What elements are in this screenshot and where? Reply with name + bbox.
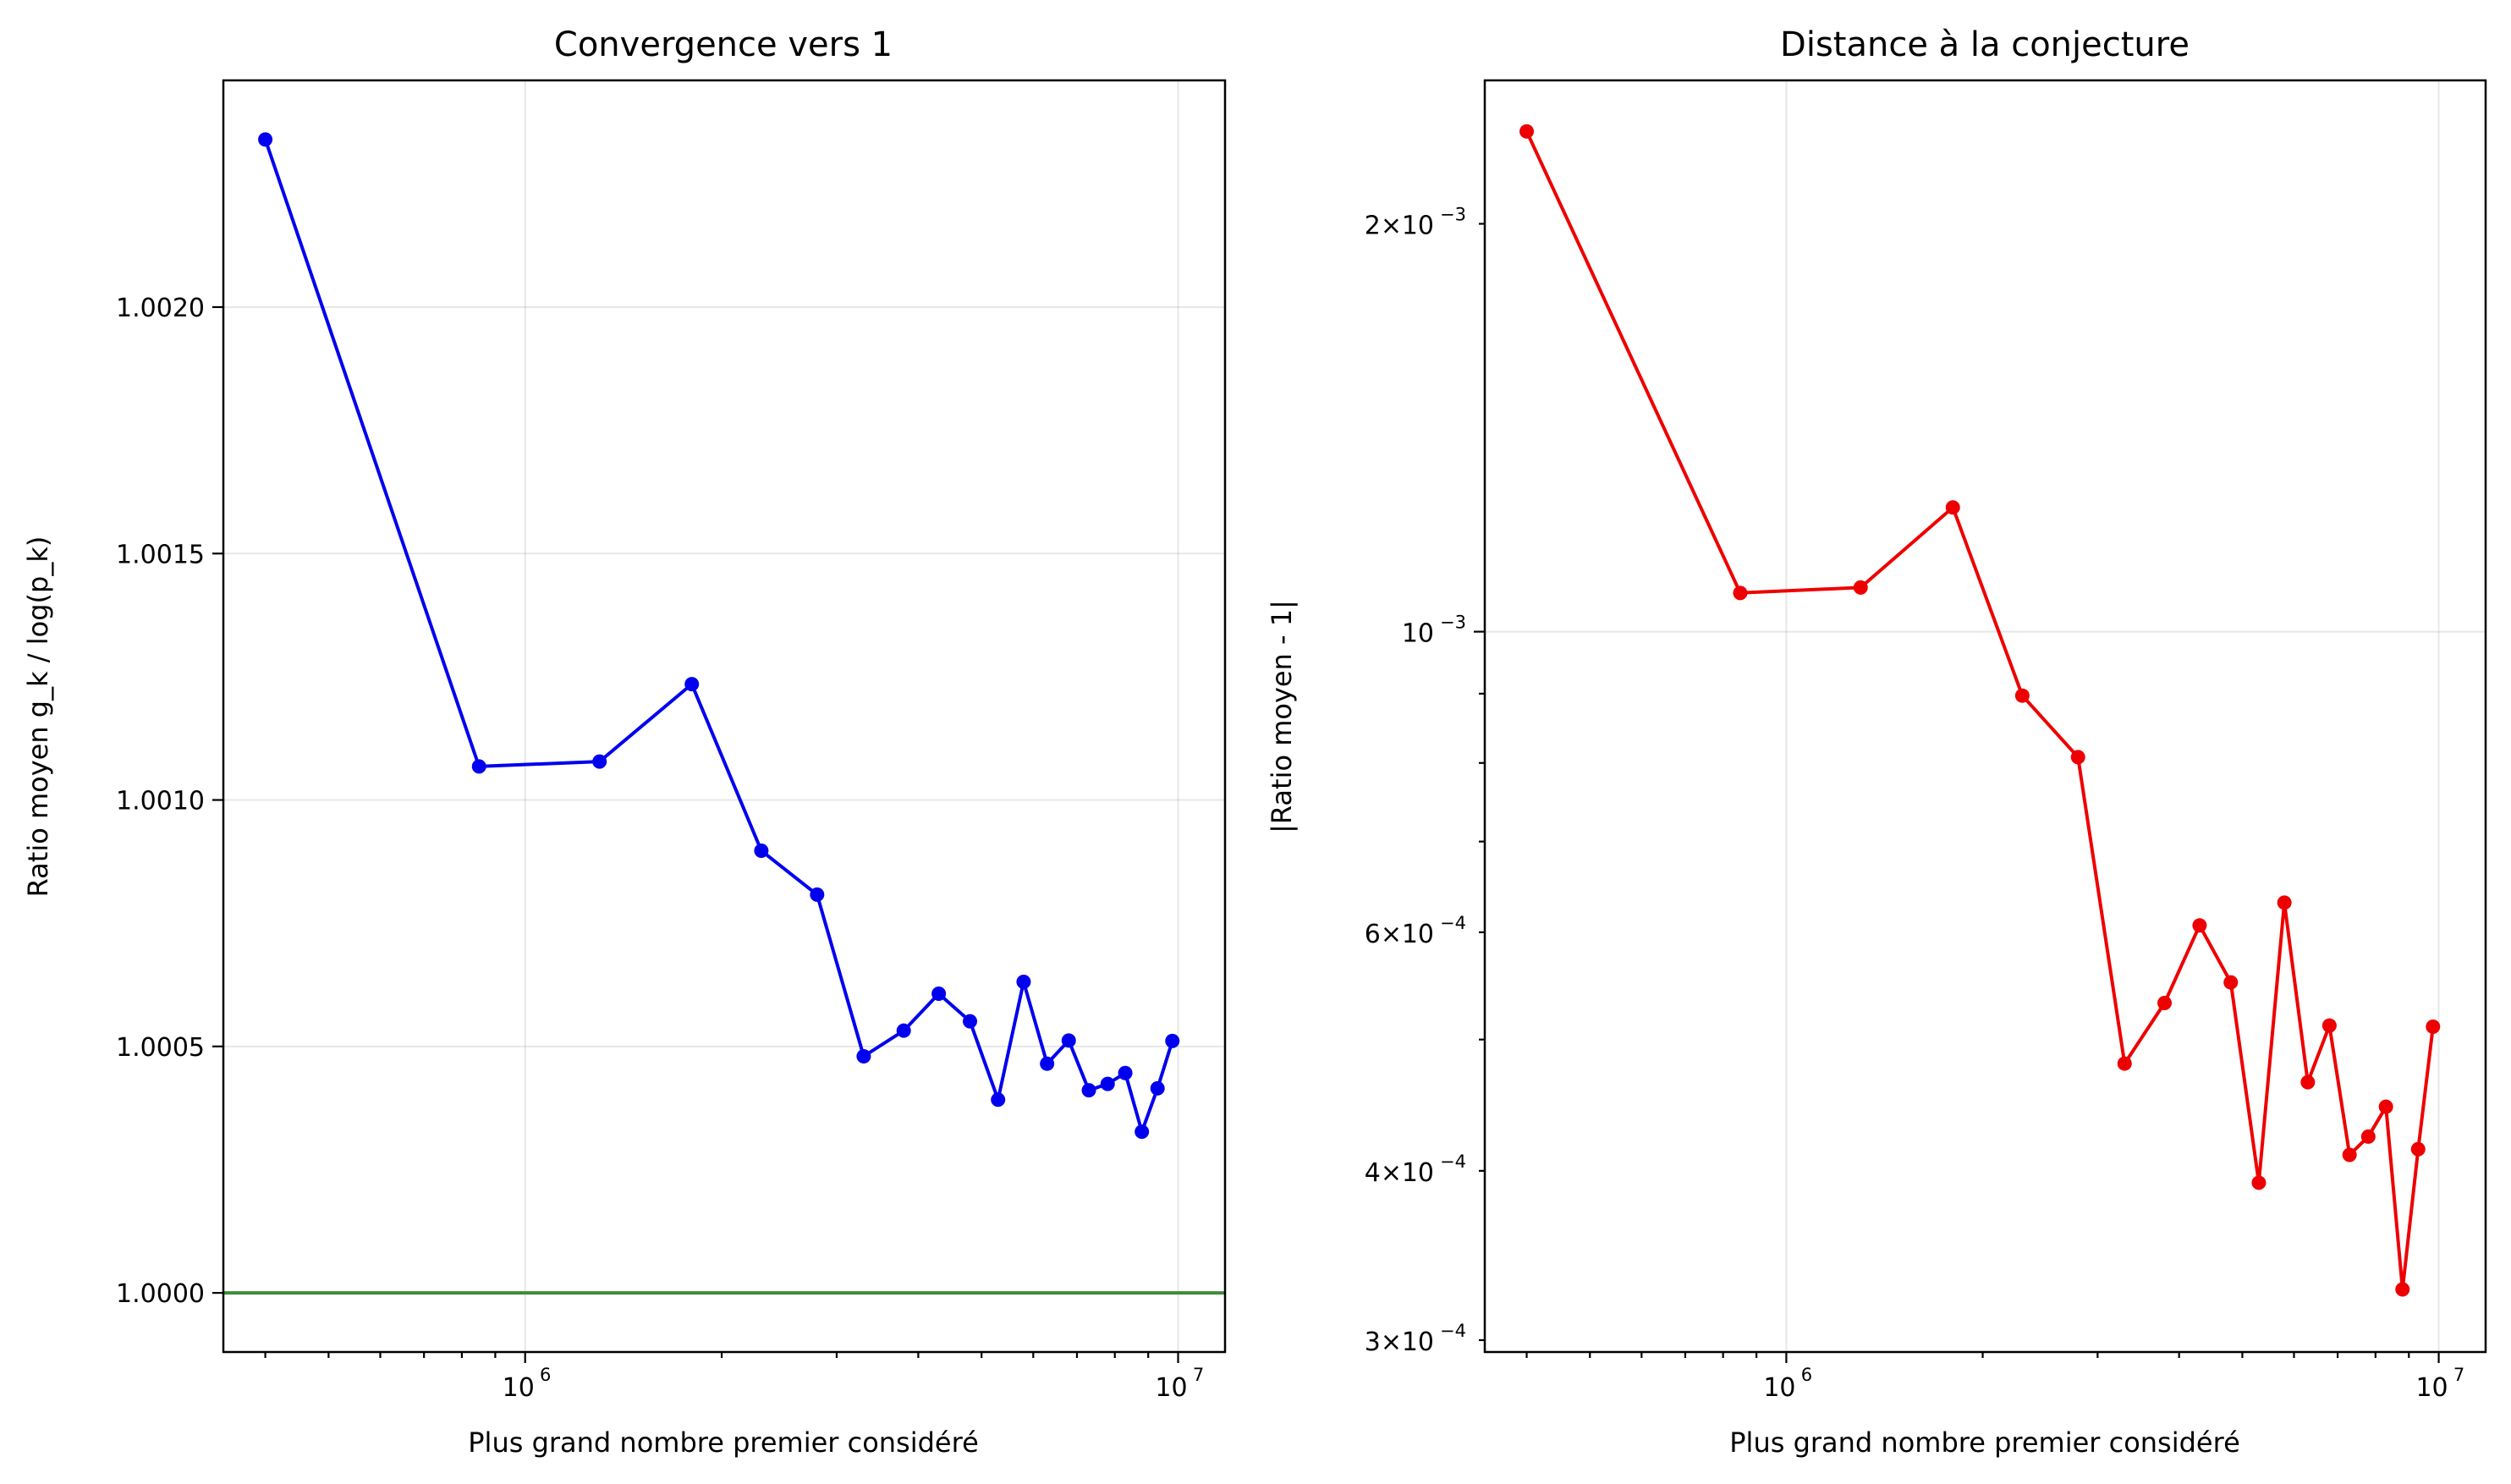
y-tick-label: 10 bbox=[1402, 619, 1434, 649]
data-point bbox=[2342, 1147, 2357, 1162]
data-point bbox=[1945, 500, 1960, 515]
data-point bbox=[1081, 1083, 1096, 1098]
data-point bbox=[931, 986, 947, 1001]
x-tick-label: 10 bbox=[2415, 1373, 2448, 1403]
data-point bbox=[1100, 1076, 1115, 1091]
y-tick-exponent: −4 bbox=[1440, 1321, 1466, 1341]
data-point bbox=[963, 1014, 978, 1029]
data-point bbox=[2426, 1020, 2441, 1035]
data-point bbox=[2321, 1018, 2337, 1033]
data-point bbox=[1165, 1033, 1180, 1048]
data-point bbox=[592, 754, 607, 769]
data-point bbox=[2300, 1075, 2316, 1090]
data-point bbox=[1135, 1124, 1150, 1140]
x-tick-exponent: 7 bbox=[2453, 1365, 2464, 1385]
x-tick-exponent: 7 bbox=[1193, 1365, 1204, 1385]
y-tick-label: 1.0010 bbox=[116, 787, 205, 816]
y-tick-mantissa: 6× bbox=[1365, 920, 1402, 949]
data-point bbox=[1150, 1080, 1165, 1096]
data-point bbox=[2378, 1099, 2393, 1114]
x-tick-exponent: 6 bbox=[1801, 1365, 1812, 1385]
data-point bbox=[2117, 1056, 2132, 1071]
data-point bbox=[1118, 1065, 1133, 1080]
data-point bbox=[2277, 895, 2292, 910]
data-point bbox=[1016, 974, 1031, 989]
data-point bbox=[2410, 1141, 2426, 1157]
x-tick-label: 10 bbox=[1763, 1373, 1795, 1403]
y-tick-label: 1.0000 bbox=[116, 1279, 205, 1309]
chart-title: Convergence vers 1 bbox=[554, 25, 893, 64]
data-point bbox=[2070, 750, 2085, 765]
data-point bbox=[1853, 580, 1868, 595]
data-point bbox=[2395, 1282, 2410, 1297]
y-axis-label: |Ratio moyen - 1| bbox=[1266, 600, 1298, 833]
data-point bbox=[1733, 585, 1748, 601]
y-tick-mantissa: 4× bbox=[1365, 1158, 1402, 1188]
data-point bbox=[471, 759, 486, 774]
y-tick-mantissa: 2× bbox=[1365, 212, 1402, 241]
y-tick-exponent: −3 bbox=[1440, 613, 1466, 633]
y-tick-label: 1.0020 bbox=[116, 294, 205, 323]
series-line bbox=[263, 139, 1174, 1134]
y-tick-label: 10 bbox=[1402, 1158, 1434, 1188]
data-point bbox=[2360, 1129, 2376, 1144]
x-tick-label: 10 bbox=[1155, 1373, 1187, 1403]
data-point bbox=[258, 132, 273, 147]
data-point bbox=[1040, 1056, 1055, 1071]
data-point bbox=[810, 887, 825, 902]
chart-title: Distance à la conjecture bbox=[1780, 25, 2190, 64]
y-tick-label: 10 bbox=[1402, 920, 1434, 949]
data-point bbox=[1519, 124, 1535, 139]
y-tick-exponent: −4 bbox=[1440, 913, 1466, 933]
series-line bbox=[1525, 130, 2435, 1291]
data-point bbox=[2014, 688, 2030, 703]
data-point bbox=[896, 1023, 911, 1038]
chart-distance: Distance à la conjecture Plus grand nomb… bbox=[1266, 25, 2487, 1459]
data-point bbox=[2223, 975, 2239, 990]
data-point bbox=[684, 677, 700, 692]
data-point bbox=[991, 1092, 1006, 1108]
data-point bbox=[1061, 1033, 1076, 1048]
x-axis-label: Plus grand nombre premier considéré bbox=[1729, 1426, 2240, 1459]
y-tick-exponent: −3 bbox=[1440, 205, 1466, 225]
y-tick-exponent: −4 bbox=[1440, 1151, 1466, 1172]
data-point bbox=[2251, 1175, 2266, 1190]
plot-frame bbox=[1483, 79, 2487, 1354]
chart-convergence: Convergence vers 1 Plus grand nombre pre… bbox=[22, 25, 1227, 1459]
x-tick-exponent: 6 bbox=[540, 1365, 551, 1385]
y-tick-label: 10 bbox=[1402, 1327, 1434, 1357]
y-axis-label: Ratio moyen g_k / log(p_k) bbox=[22, 536, 54, 898]
x-axis-label: Plus grand nombre premier considéré bbox=[468, 1426, 979, 1459]
y-tick-mantissa: 3× bbox=[1365, 1327, 1402, 1357]
data-point bbox=[2157, 996, 2173, 1011]
data-point bbox=[856, 1048, 871, 1064]
y-tick-label: 10 bbox=[1402, 212, 1434, 241]
y-tick-label: 1.0015 bbox=[116, 540, 205, 569]
plot-frame bbox=[222, 79, 1227, 1354]
data-point bbox=[754, 844, 769, 859]
y-tick-label: 1.0005 bbox=[116, 1033, 205, 1063]
x-tick-label: 10 bbox=[503, 1373, 535, 1403]
data-point bbox=[2192, 918, 2207, 933]
